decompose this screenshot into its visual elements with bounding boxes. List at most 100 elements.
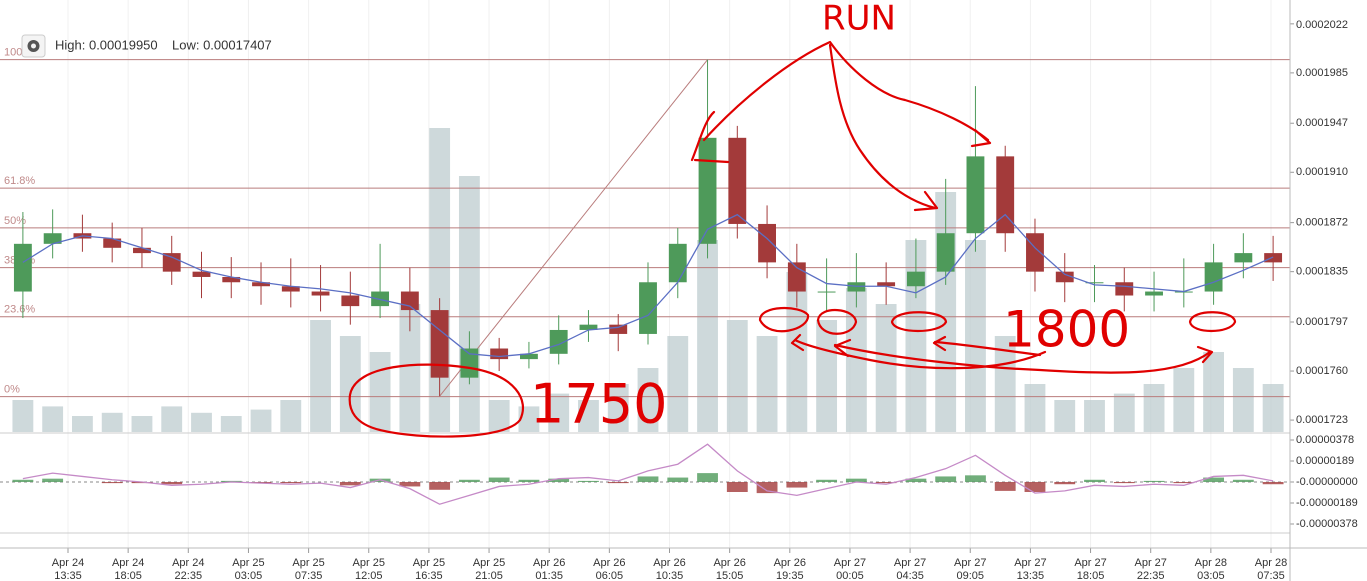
x-tick-date: Apr 24 xyxy=(172,557,204,569)
candle-body xyxy=(936,233,955,272)
volume-bar xyxy=(42,406,64,432)
x-tick-date: Apr 26 xyxy=(774,557,806,569)
osc-histogram-bar xyxy=(816,479,838,482)
osc-histogram-bar xyxy=(845,478,867,482)
x-tick-date: Apr 26 xyxy=(713,557,745,569)
x-tick-time: 18:05 xyxy=(1077,570,1105,581)
x-tick-time: 15:05 xyxy=(716,570,744,581)
volume-bar xyxy=(726,320,748,432)
moving-average xyxy=(22,213,1274,358)
annotation-run: RUN xyxy=(822,0,896,39)
x-tick-date: Apr 27 xyxy=(1014,557,1046,569)
candle-body xyxy=(13,243,32,292)
y-tick-label: 0.0001985 xyxy=(1296,67,1348,79)
volume-bar xyxy=(1054,400,1076,432)
volume-bar xyxy=(191,412,212,432)
volume-bar xyxy=(965,240,986,432)
candle-body xyxy=(43,233,62,244)
osc-histogram-bar xyxy=(42,478,64,482)
osc-histogram-bar xyxy=(607,482,629,484)
x-tick-date: Apr 26 xyxy=(593,557,625,569)
osc-histogram-bar xyxy=(548,478,570,482)
osc-tick-label: -0.00000189 xyxy=(1296,497,1358,509)
osc-histogram-bar xyxy=(875,482,897,484)
volume-bar xyxy=(1173,368,1195,432)
osc-histogram-bar xyxy=(1084,479,1105,482)
volume-bar xyxy=(12,400,34,432)
volume-bar xyxy=(1084,400,1105,432)
candle-body xyxy=(281,286,300,292)
x-tick-date: Apr 25 xyxy=(353,557,385,569)
osc-histogram-bar xyxy=(726,482,748,492)
candle-body xyxy=(966,156,985,234)
x-tick-date: Apr 27 xyxy=(834,557,866,569)
x-tick-date: Apr 25 xyxy=(473,557,505,569)
volume-bar xyxy=(399,304,421,432)
x-tick-time: 06:05 xyxy=(596,570,624,581)
candle-body xyxy=(341,295,360,307)
osc-histogram-bar xyxy=(637,476,659,482)
osc-histogram-bar xyxy=(518,479,540,482)
osc-histogram-bar xyxy=(1232,479,1254,482)
candle-body xyxy=(520,353,538,360)
volume-bar xyxy=(250,409,272,432)
candle-body xyxy=(817,291,836,293)
x-tick-time: 04:35 xyxy=(896,570,924,581)
x-tick-time: 21:05 xyxy=(475,570,503,581)
candle-body xyxy=(787,262,806,292)
osc-histogram-bar xyxy=(1024,482,1046,492)
annotation-arrows-lower xyxy=(790,333,1214,374)
annotation-ellipse xyxy=(348,363,525,438)
x-tick-date: Apr 27 xyxy=(894,557,926,569)
price-layer xyxy=(13,59,1283,397)
x-tick-time: 22:35 xyxy=(1137,570,1165,581)
osc-histogram-bar xyxy=(994,482,1016,491)
x-tick-date: Apr 26 xyxy=(653,557,685,569)
volume-bar xyxy=(101,412,123,432)
x-tick-time: 22:35 xyxy=(175,570,203,581)
candle-body xyxy=(698,137,717,244)
volume-bar xyxy=(994,336,1016,432)
annotation-circles xyxy=(758,306,1237,335)
volume-bar xyxy=(518,406,540,432)
volume-bar xyxy=(220,416,242,432)
x-tick-time: 10:35 xyxy=(656,570,684,581)
y-tick-label: 0.0001910 xyxy=(1296,166,1348,178)
volume-bar xyxy=(1143,384,1165,432)
x-tick-time: 18:05 xyxy=(114,570,142,581)
candle-body xyxy=(400,291,419,311)
fib-label: 23.6% xyxy=(4,304,35,316)
volume-bar xyxy=(548,393,570,432)
osc-tick-label: -0.00000378 xyxy=(1296,518,1358,530)
x-tick-time: 16:35 xyxy=(415,570,443,581)
volume-bar xyxy=(816,320,838,432)
osc-histogram-bar xyxy=(1203,477,1224,482)
x-tick-date: Apr 24 xyxy=(52,557,84,569)
candle-body xyxy=(579,324,598,330)
osc-histogram-bar xyxy=(1173,482,1195,484)
candle-body xyxy=(103,238,122,248)
x-tick-time: 13:35 xyxy=(1017,570,1045,581)
osc-tick-label: 0.00000378 xyxy=(1296,434,1354,446)
x-tick-time: 12:05 xyxy=(355,570,383,581)
volume-bar xyxy=(458,176,480,432)
osc-histogram-bar xyxy=(399,482,421,487)
volume-bar xyxy=(369,352,391,432)
osc-histogram-bar xyxy=(578,480,599,482)
osc-histogram-bar xyxy=(667,477,689,482)
candle-body xyxy=(311,291,330,296)
annotation-1750: 1750 xyxy=(530,373,667,436)
candle-body xyxy=(430,310,449,378)
volume-bar xyxy=(845,288,867,432)
x-tick-date: Apr 25 xyxy=(232,557,264,569)
osc-histogram-bar xyxy=(1054,482,1076,485)
candle-body xyxy=(877,282,896,287)
volume-bar xyxy=(756,336,778,432)
volume-bar xyxy=(161,406,183,432)
volume-bar xyxy=(578,400,599,432)
volume-bar xyxy=(667,336,689,432)
candle-body xyxy=(192,271,211,277)
candle-body xyxy=(549,329,568,354)
osc-histogram-bar xyxy=(965,475,986,482)
volume-bar xyxy=(697,240,718,432)
